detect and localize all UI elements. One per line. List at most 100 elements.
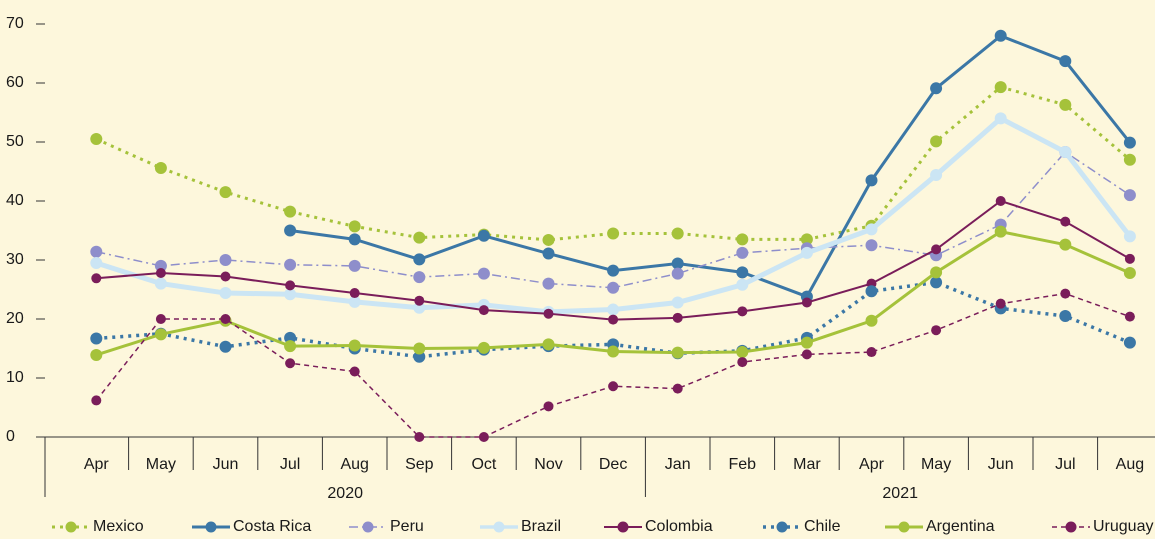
- data-point: [800, 246, 813, 259]
- legend-label: Costa Rica: [233, 518, 311, 535]
- data-point: [994, 29, 1007, 42]
- data-point: [348, 220, 361, 233]
- data-point: [349, 366, 360, 377]
- data-point: [1123, 230, 1136, 243]
- data-point: [607, 281, 620, 294]
- legend-label: Peru: [390, 518, 424, 535]
- data-point: [930, 276, 943, 289]
- x-tick-label: May: [146, 456, 176, 473]
- data-point: [1123, 266, 1136, 279]
- legend-marker: [362, 521, 374, 533]
- data-point: [1060, 288, 1071, 299]
- data-point: [1123, 136, 1136, 149]
- legend-label: Argentina: [926, 518, 995, 535]
- data-point: [477, 267, 490, 280]
- x-group-label: 2020: [327, 485, 363, 502]
- data-point: [413, 253, 426, 266]
- legend-marker: [493, 521, 505, 533]
- data-point: [672, 312, 683, 323]
- data-point: [865, 174, 878, 187]
- legend-marker: [205, 521, 217, 533]
- data-point: [736, 266, 749, 279]
- data-point: [671, 267, 684, 280]
- data-point: [671, 346, 684, 359]
- data-point: [736, 246, 749, 259]
- x-tick-label: Nov: [534, 456, 562, 473]
- legend-label: Chile: [804, 518, 841, 535]
- data-point: [155, 314, 166, 324]
- data-point: [865, 239, 878, 252]
- data-point: [90, 256, 103, 269]
- x-tick-label: Jun: [213, 456, 239, 473]
- data-point: [994, 112, 1007, 125]
- data-point: [607, 264, 620, 277]
- series-line: [96, 199, 1131, 321]
- legend-marker: [898, 521, 910, 533]
- data-point: [1059, 98, 1072, 111]
- data-point: [930, 266, 943, 279]
- data-point: [284, 331, 297, 344]
- data-point: [1124, 253, 1135, 264]
- data-point: [477, 229, 490, 242]
- data-point: [930, 82, 943, 95]
- legend-marker: [65, 521, 77, 533]
- data-point: [543, 401, 554, 412]
- data-point: [1123, 336, 1136, 349]
- legend-marker: [617, 521, 629, 533]
- data-point: [542, 233, 555, 246]
- data-point: [931, 244, 942, 255]
- data-point: [478, 432, 489, 442]
- legend-label: Uruguay: [1093, 518, 1153, 535]
- data-point: [543, 308, 554, 319]
- data-point: [1059, 238, 1072, 251]
- data-point: [865, 223, 878, 236]
- data-point: [737, 306, 748, 317]
- x-tick-label: Aug: [1116, 456, 1144, 473]
- x-tick-label: Jul: [1055, 456, 1075, 473]
- data-point: [736, 346, 749, 359]
- series-line: [289, 34, 1132, 299]
- data-point: [90, 133, 103, 146]
- y-tick-label: 20: [6, 310, 24, 327]
- data-point: [154, 277, 167, 290]
- data-point: [736, 278, 749, 291]
- x-tick-label: Aug: [340, 456, 368, 473]
- data-point: [414, 432, 425, 442]
- x-group-label: 2021: [882, 485, 918, 502]
- data-point: [1059, 55, 1072, 68]
- data-point: [284, 224, 297, 237]
- data-point: [285, 358, 296, 369]
- y-tick-label: 0: [6, 428, 15, 445]
- data-point: [607, 303, 620, 316]
- data-point: [542, 247, 555, 260]
- data-point: [349, 288, 360, 299]
- data-point: [90, 245, 103, 258]
- data-point: [930, 135, 943, 148]
- data-point: [90, 332, 103, 345]
- data-point: [219, 254, 232, 266]
- x-tick-label: Dec: [599, 456, 627, 473]
- y-tick-label: 60: [6, 74, 24, 91]
- data-point: [284, 258, 297, 271]
- legend-label: Brazil: [521, 518, 561, 535]
- data-point: [608, 381, 619, 392]
- data-point: [413, 350, 426, 363]
- data-point: [219, 340, 232, 353]
- data-point: [542, 338, 555, 351]
- data-point: [607, 345, 620, 358]
- data-point: [91, 273, 102, 284]
- data-point: [1060, 216, 1071, 227]
- y-tick-label: 40: [6, 192, 24, 209]
- data-point: [1059, 310, 1072, 323]
- data-point: [413, 301, 426, 314]
- data-point: [671, 296, 684, 309]
- data-point: [672, 383, 683, 394]
- data-point: [1123, 153, 1136, 166]
- data-point: [348, 259, 361, 272]
- data-point: [995, 196, 1006, 206]
- data-point: [800, 336, 813, 349]
- y-tick-label: 10: [6, 369, 24, 386]
- data-point: [671, 257, 684, 270]
- data-point: [413, 271, 426, 284]
